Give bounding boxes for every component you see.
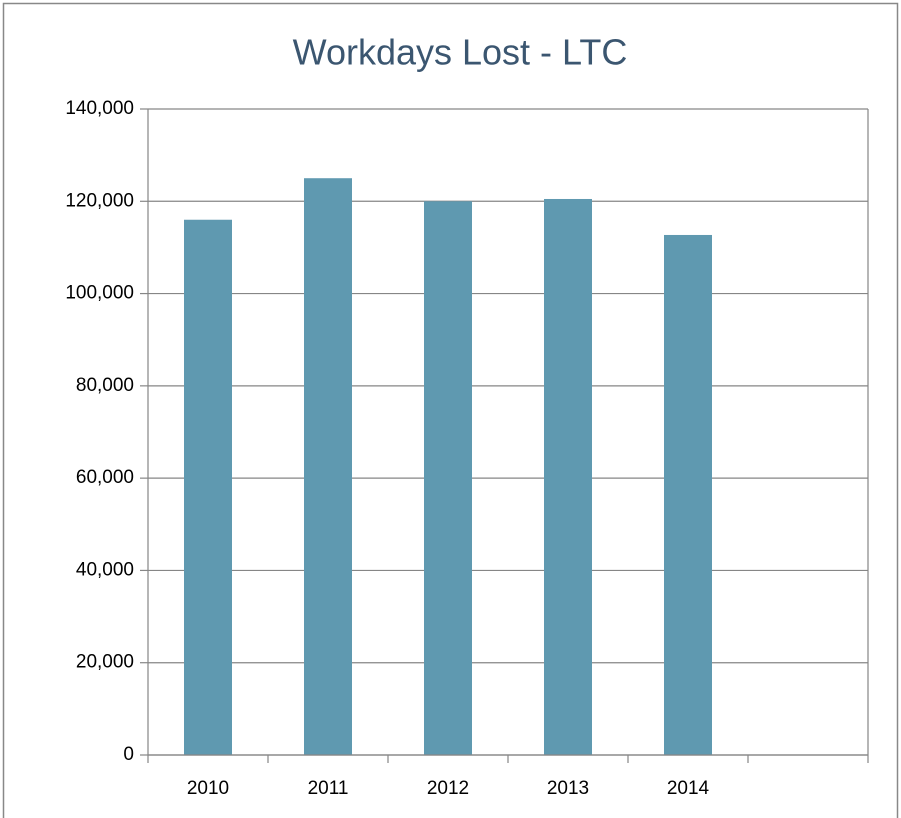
x-tick-label: 2010	[187, 778, 229, 799]
y-tick-label: 140,000	[65, 98, 134, 119]
bar	[424, 201, 472, 756]
bar	[664, 234, 712, 756]
y-tick-label: 100,000	[65, 283, 134, 304]
x-tick-label: 2011	[308, 778, 349, 799]
bar	[544, 198, 592, 755]
x-tick-label: 2014	[667, 778, 710, 799]
y-tick-label: 40,000	[76, 559, 134, 580]
y-tick-label: 60,000	[76, 467, 134, 488]
y-tick-label: 20,000	[76, 652, 134, 673]
y-tick-label: 120,000	[65, 190, 134, 211]
bar	[184, 219, 232, 755]
bar	[304, 178, 352, 755]
chart-title: Workdays Lost - LTC	[293, 32, 628, 73]
x-tick-label: 2013	[547, 778, 589, 799]
x-tick-label: 2012	[427, 778, 469, 799]
y-tick-label: 0	[123, 744, 134, 765]
y-tick-label: 80,000	[76, 375, 134, 396]
